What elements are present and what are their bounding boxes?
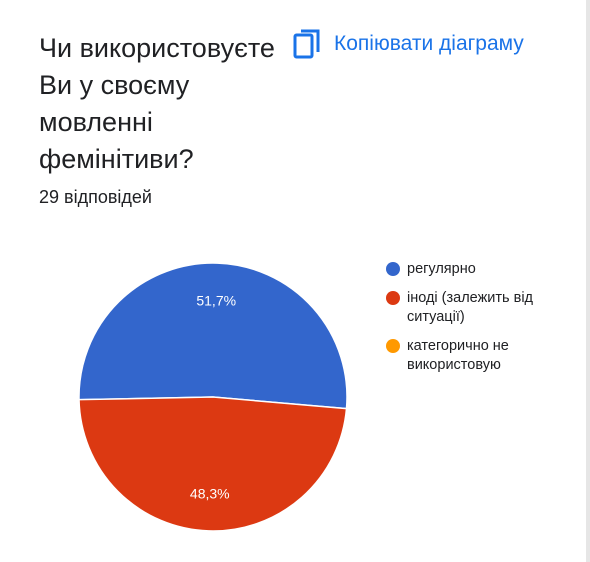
legend-label-2: категорично не використовую	[407, 338, 509, 373]
response-count: 29 відповідей	[39, 187, 152, 207]
pie-slice-1[interactable]	[78, 396, 348, 532]
copy-icon	[292, 28, 322, 60]
pie-chart: 51,7% 48,3%	[78, 262, 348, 532]
copy-chart-label: Копіювати діаграму	[334, 32, 524, 55]
legend-label-1: іноді (залежить від ситуації)	[407, 290, 533, 325]
legend-swatch-1	[386, 291, 400, 305]
pie-slice-label-0: 51,7%	[196, 293, 236, 309]
legend-swatch-2	[386, 339, 400, 353]
legend-item-2: категорично не використовую	[386, 337, 576, 375]
legend-item-0: регулярно	[386, 260, 576, 279]
legend-label-0: регулярно	[407, 261, 476, 277]
legend-item-1: іноді (залежить від ситуації)	[386, 289, 576, 327]
legend-swatch-0	[386, 262, 400, 276]
pie-slice-label-1: 48,3%	[190, 485, 230, 501]
pie-slice-0[interactable]	[78, 262, 348, 410]
copy-chart-button[interactable]: Копіювати діаграму	[292, 24, 524, 64]
chart-legend: регулярно іноді (залежить від ситуації) ка…	[386, 260, 576, 385]
question-title: Чи використовуєте Ви у своєму мовленні ф…	[39, 33, 275, 174]
